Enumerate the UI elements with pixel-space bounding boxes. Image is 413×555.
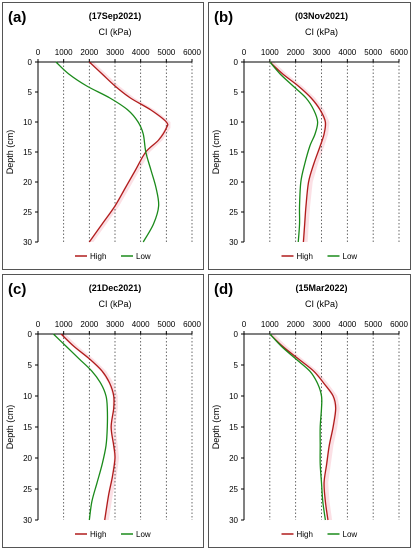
- series-line-low: [269, 61, 319, 243]
- panel-border: [208, 2, 411, 270]
- legend-label-low: Low: [343, 252, 358, 261]
- legend-label-low: Low: [136, 252, 151, 261]
- x-tick-label: 4000: [338, 48, 356, 57]
- x-tick-label: 1000: [55, 48, 73, 57]
- x-tick-label: 2000: [80, 320, 98, 329]
- panel-c: (c) (21Dec2021) CI (kPa) 0 1000 2000 3000 4000 5…: [2, 274, 204, 548]
- x-axis-label: CI (kPa): [98, 299, 131, 309]
- y-tick-label: 15: [23, 148, 32, 157]
- x-tick-label: 0: [36, 48, 41, 57]
- x-tick-label: 0: [242, 320, 247, 329]
- x-axis-label: CI (kPa): [305, 27, 338, 37]
- y-tick-label: 25: [229, 208, 238, 217]
- x-tick-label: 6000: [183, 48, 201, 57]
- panel-border: [2, 2, 204, 270]
- chart-title: (03Nov2021): [295, 11, 348, 21]
- legend-label-high: High: [90, 252, 106, 261]
- y-tick-label: 15: [229, 423, 238, 432]
- x-tick-label: 6000: [390, 320, 408, 329]
- y-tick-label: 10: [229, 392, 238, 401]
- y-tick-label: 20: [23, 454, 32, 463]
- legend-label-high: High: [297, 530, 313, 539]
- series-line-high: [60, 333, 116, 521]
- x-tick-label: 1000: [261, 320, 279, 329]
- y-axis-label: Depth (cm): [5, 130, 15, 175]
- legend-label-low: Low: [136, 530, 151, 539]
- panel-label: (d): [214, 281, 233, 298]
- x-tick-label: 2000: [287, 320, 305, 329]
- series-line-low: [52, 333, 109, 521]
- y-tick-label: 25: [23, 485, 32, 494]
- panel-label: (b): [214, 9, 233, 26]
- x-tick-label: 1000: [261, 48, 279, 57]
- panel-label: (c): [8, 281, 26, 298]
- y-tick-label: 0: [234, 330, 239, 339]
- chart-title: (17Sep2021): [89, 11, 142, 21]
- y-tick-label: 30: [229, 516, 238, 525]
- panel-label: (a): [8, 9, 26, 26]
- x-tick-label: 4000: [132, 48, 150, 57]
- y-axis-label: Depth (cm): [211, 405, 221, 450]
- legend-label-high: High: [297, 252, 313, 261]
- x-tick-label: 3000: [106, 48, 124, 57]
- series-line-low: [55, 61, 160, 243]
- series-line-high: [269, 61, 327, 243]
- y-tick-label: 0: [234, 58, 239, 67]
- y-tick-label: 10: [229, 118, 238, 127]
- x-tick-label: 2000: [287, 48, 305, 57]
- y-tick-label: 30: [23, 238, 32, 247]
- series-line-high: [269, 333, 337, 521]
- y-tick-label: 25: [23, 208, 32, 217]
- y-tick-label: 25: [229, 485, 238, 494]
- y-tick-label: 30: [229, 238, 238, 247]
- x-tick-label: 4000: [132, 320, 150, 329]
- y-tick-label: 20: [23, 178, 32, 187]
- x-tick-label: 5000: [157, 48, 175, 57]
- y-tick-label: 5: [28, 88, 33, 97]
- y-axis-label: Depth (cm): [5, 405, 15, 450]
- y-axis-label: Depth (cm): [211, 130, 221, 175]
- y-tick-label: 20: [229, 178, 238, 187]
- x-tick-label: 5000: [364, 48, 382, 57]
- y-tick-label: 5: [28, 361, 33, 370]
- x-tick-label: 6000: [183, 320, 201, 329]
- y-tick-label: 5: [234, 361, 239, 370]
- y-tick-label: 0: [28, 330, 33, 339]
- x-tick-label: 6000: [390, 48, 408, 57]
- x-tick-label: 3000: [313, 320, 331, 329]
- x-tick-label: 0: [36, 320, 41, 329]
- y-tick-label: 20: [229, 454, 238, 463]
- y-tick-label: 5: [234, 88, 239, 97]
- y-tick-label: 10: [23, 392, 32, 401]
- panel-a: (a) (17Sep2021) CI (kPa) 0 1000 2000 3000 4000 5…: [2, 2, 204, 270]
- legend-label-low: Low: [343, 530, 358, 539]
- panel-border: [2, 274, 204, 548]
- x-tick-label: 2000: [80, 48, 98, 57]
- x-tick-label: 0: [242, 48, 247, 57]
- x-tick-label: 5000: [364, 320, 382, 329]
- panel-b: (b) (03Nov2021) CI (kPa) 0 1000 2000 3000 4000 5…: [208, 2, 411, 270]
- y-tick-label: 10: [23, 118, 32, 127]
- chart-title: (15Mar2022): [295, 283, 347, 293]
- panel-d: (d) (15Mar2022) CI (kPa) 0 1000 2000 3000 4000 5…: [208, 274, 411, 548]
- x-tick-label: 5000: [157, 320, 175, 329]
- x-axis-label: CI (kPa): [305, 299, 338, 309]
- series-line-high: [88, 61, 169, 243]
- variability-band: [88, 62, 171, 242]
- x-tick-label: 3000: [106, 320, 124, 329]
- x-tick-label: 3000: [313, 48, 331, 57]
- y-tick-label: 30: [23, 516, 32, 525]
- legend-label-high: High: [90, 530, 106, 539]
- y-tick-label: 0: [28, 58, 33, 67]
- chart-title: (21Dec2021): [89, 283, 142, 293]
- y-tick-label: 15: [229, 148, 238, 157]
- x-tick-label: 4000: [338, 320, 356, 329]
- x-tick-label: 1000: [55, 320, 73, 329]
- panel-border: [208, 274, 411, 548]
- y-tick-label: 15: [23, 423, 32, 432]
- x-axis-label: CI (kPa): [98, 27, 131, 37]
- series-line-low: [269, 333, 327, 521]
